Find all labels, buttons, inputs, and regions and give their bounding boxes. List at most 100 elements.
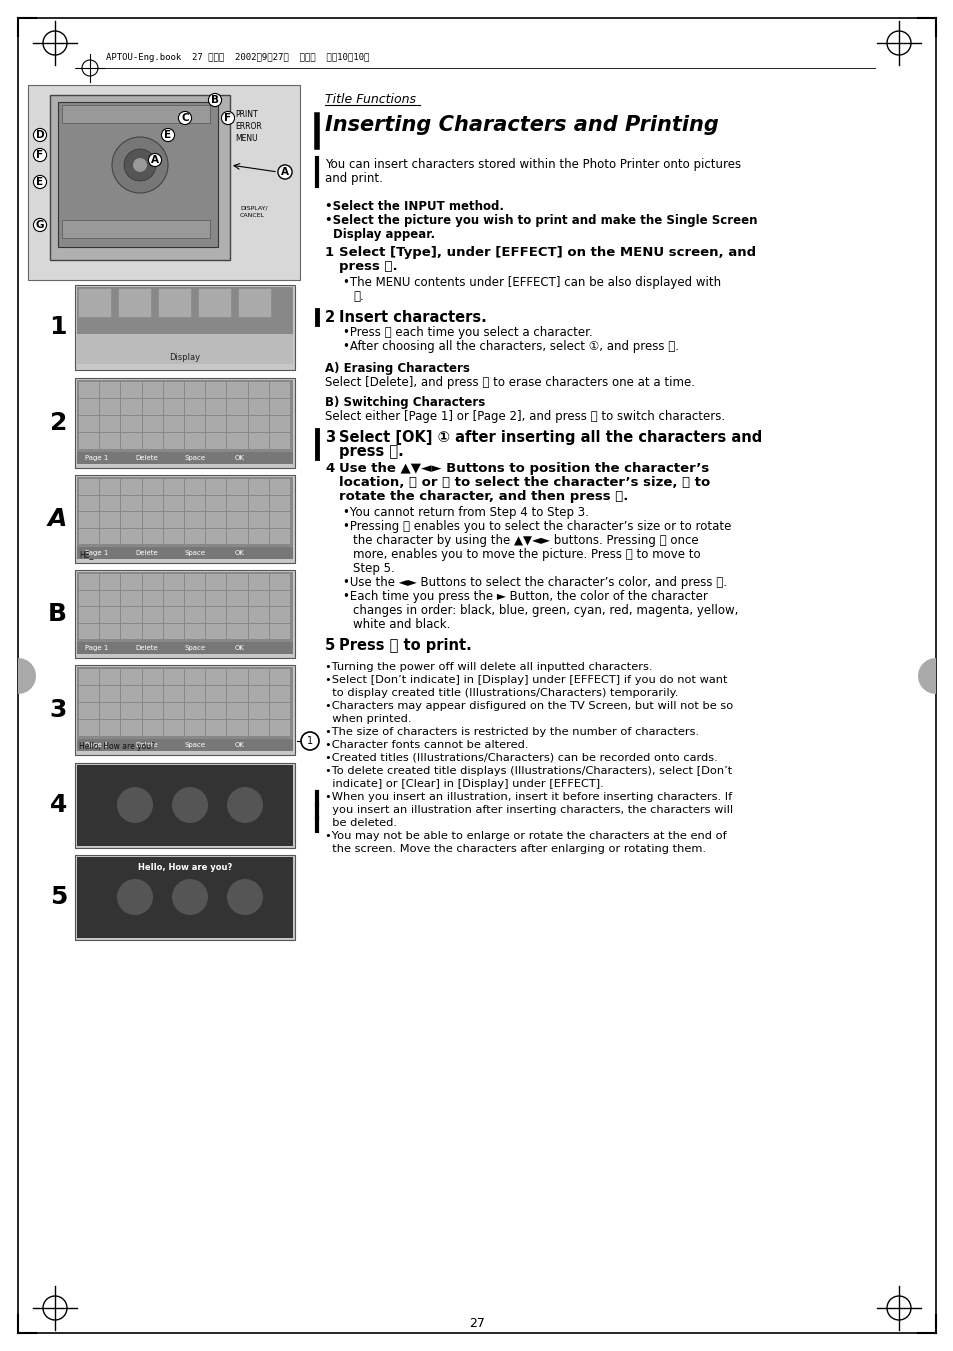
Bar: [121, 590, 141, 607]
Bar: [62, 220, 210, 238]
Bar: [75, 378, 294, 467]
Text: when printed.: when printed.: [325, 713, 411, 724]
Text: •After choosing all the characters, select ①, and press Ⓐ.: •After choosing all the characters, sele…: [343, 340, 679, 353]
Bar: [142, 434, 163, 449]
Text: A: A: [48, 507, 67, 531]
Bar: [249, 382, 269, 399]
Bar: [164, 496, 184, 511]
Bar: [79, 496, 99, 511]
Bar: [119, 289, 151, 317]
Text: Ⓠ.: Ⓠ.: [353, 290, 363, 303]
Bar: [77, 857, 293, 938]
Text: You can insert characters stored within the Photo Printer onto pictures: You can insert characters stored within …: [325, 158, 740, 172]
Bar: [100, 590, 120, 607]
Text: •Pressing Ⓒ enables you to select the character’s size or to rotate: •Pressing Ⓒ enables you to select the ch…: [343, 520, 731, 534]
Bar: [227, 496, 248, 511]
Text: •Press Ⓐ each time you select a character.: •Press Ⓐ each time you select a characte…: [343, 326, 592, 339]
Text: Delete: Delete: [135, 644, 157, 651]
Bar: [270, 686, 290, 703]
Bar: [249, 686, 269, 703]
Bar: [100, 399, 120, 415]
Bar: [142, 624, 163, 639]
Bar: [206, 607, 226, 623]
Bar: [79, 703, 99, 719]
Text: MENU: MENU: [234, 134, 257, 143]
Bar: [206, 574, 226, 589]
Bar: [164, 480, 184, 494]
Bar: [206, 399, 226, 415]
Bar: [249, 434, 269, 449]
Bar: [185, 590, 205, 607]
Bar: [142, 382, 163, 399]
Text: 5: 5: [325, 638, 335, 653]
Bar: [121, 496, 141, 511]
Bar: [121, 399, 141, 415]
Bar: [100, 686, 120, 703]
Bar: [159, 289, 191, 317]
Bar: [77, 739, 293, 751]
Bar: [79, 382, 99, 399]
Text: E: E: [164, 130, 172, 141]
Text: B) Switching Characters: B) Switching Characters: [325, 396, 485, 409]
Bar: [75, 763, 294, 848]
Bar: [50, 95, 230, 259]
Bar: [75, 476, 294, 563]
Bar: [227, 528, 248, 544]
Text: Delete: Delete: [135, 550, 157, 557]
Bar: [249, 720, 269, 736]
Circle shape: [172, 788, 208, 823]
Bar: [79, 720, 99, 736]
Bar: [142, 399, 163, 415]
Bar: [142, 574, 163, 589]
Text: B: B: [48, 603, 67, 626]
Text: •When you insert an illustration, insert it before inserting characters. If: •When you insert an illustration, insert…: [325, 792, 732, 802]
Bar: [249, 496, 269, 511]
Bar: [77, 477, 293, 547]
Text: Display appear.: Display appear.: [333, 228, 435, 240]
Bar: [227, 382, 248, 399]
Text: 4: 4: [50, 793, 67, 817]
Text: OK: OK: [234, 455, 245, 461]
Bar: [79, 399, 99, 415]
Bar: [79, 607, 99, 623]
Bar: [100, 512, 120, 527]
Bar: [100, 496, 120, 511]
Bar: [206, 686, 226, 703]
Circle shape: [227, 788, 263, 823]
Bar: [227, 686, 248, 703]
Text: 1: 1: [307, 736, 313, 746]
Bar: [164, 703, 184, 719]
Bar: [164, 686, 184, 703]
Bar: [75, 855, 294, 940]
Bar: [164, 607, 184, 623]
Bar: [227, 624, 248, 639]
Bar: [121, 607, 141, 623]
Bar: [249, 480, 269, 494]
Text: 27: 27: [469, 1317, 484, 1329]
Text: Select [Type], under [EFFECT] on the MENU screen, and: Select [Type], under [EFFECT] on the MEN…: [338, 246, 756, 259]
Bar: [79, 512, 99, 527]
Text: A: A: [281, 168, 289, 177]
Text: Space: Space: [185, 550, 206, 557]
Bar: [249, 399, 269, 415]
Text: OK: OK: [234, 550, 245, 557]
Text: 1: 1: [50, 316, 67, 339]
Bar: [249, 574, 269, 589]
Text: 4: 4: [325, 462, 334, 476]
Bar: [185, 416, 205, 432]
Bar: [121, 512, 141, 527]
Bar: [121, 528, 141, 544]
Bar: [142, 720, 163, 736]
Bar: [227, 590, 248, 607]
Text: 3: 3: [50, 698, 67, 721]
Bar: [199, 289, 231, 317]
Bar: [121, 434, 141, 449]
Text: •The size of characters is restricted by the number of characters.: •The size of characters is restricted by…: [325, 727, 699, 738]
Bar: [77, 334, 293, 363]
Text: Space: Space: [185, 742, 206, 748]
Bar: [77, 453, 293, 463]
Bar: [100, 574, 120, 589]
Text: rotate the character, and then press Ⓐ.: rotate the character, and then press Ⓐ.: [338, 490, 628, 503]
Text: OK: OK: [234, 742, 245, 748]
Text: press Ⓐ.: press Ⓐ.: [338, 444, 403, 459]
